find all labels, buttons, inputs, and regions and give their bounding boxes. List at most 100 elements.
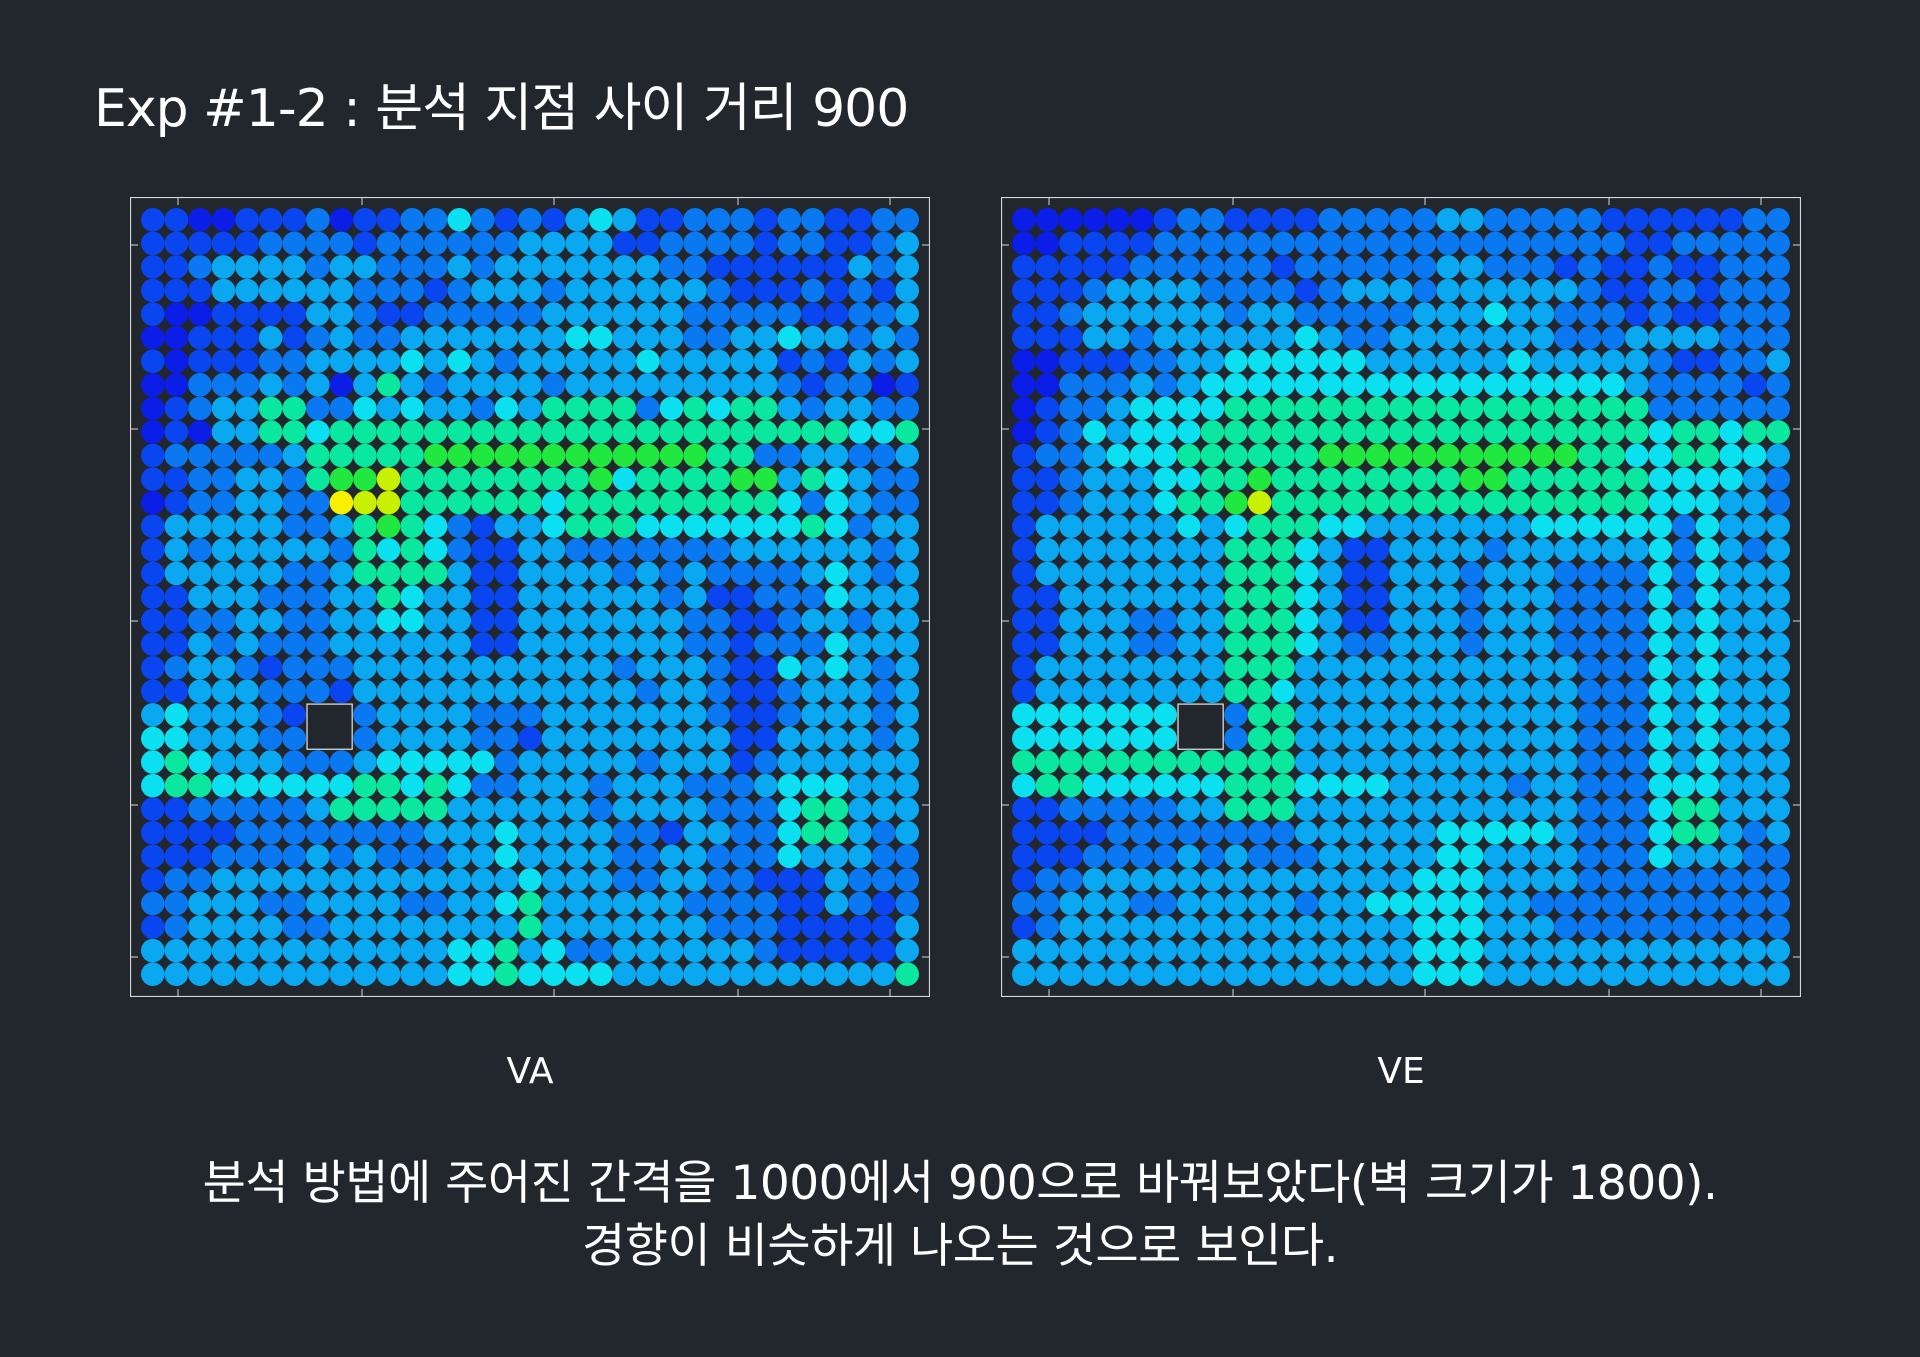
heatmap-point xyxy=(1483,538,1508,562)
heatmap-point xyxy=(376,538,401,562)
heatmap-point xyxy=(1012,750,1036,774)
heatmap-point xyxy=(1412,302,1437,326)
heatmap-point xyxy=(188,420,212,444)
heatmap-point xyxy=(1200,608,1225,633)
heatmap-point xyxy=(777,773,802,798)
heatmap-point xyxy=(1059,891,1083,916)
heatmap-point xyxy=(494,278,519,303)
heatmap-point xyxy=(518,255,542,279)
heatmap-point xyxy=(683,915,707,939)
heatmap-point xyxy=(1177,938,1201,963)
heatmap-point xyxy=(1200,797,1225,821)
heatmap-point xyxy=(423,302,448,326)
heatmap-point xyxy=(1153,396,1178,421)
heatmap-point xyxy=(659,278,684,303)
heatmap-point xyxy=(777,349,802,374)
heatmap-point xyxy=(1153,608,1178,633)
heatmap-point xyxy=(1601,231,1625,256)
heatmap-point xyxy=(164,373,189,397)
heatmap-point xyxy=(1530,844,1555,869)
heatmap-point xyxy=(471,938,495,963)
heatmap-point xyxy=(1012,396,1036,421)
heatmap-point xyxy=(1082,773,1107,798)
heatmap-point xyxy=(1459,490,1484,515)
heatmap-point xyxy=(353,608,377,633)
heatmap-point xyxy=(1153,703,1178,727)
heatmap-point xyxy=(282,278,307,303)
heatmap-point xyxy=(518,538,542,562)
heatmap-point xyxy=(541,396,566,421)
heatmap-point xyxy=(1271,443,1295,468)
heatmap-point xyxy=(1766,726,1790,751)
heatmap-point xyxy=(1742,915,1767,939)
heatmap-point xyxy=(1624,349,1649,374)
heatmap-point xyxy=(1624,797,1649,821)
heatmap-point xyxy=(1106,302,1130,326)
heatmap-point xyxy=(636,962,660,986)
heatmap-point xyxy=(1695,679,1720,704)
heatmap-point xyxy=(753,797,778,821)
heatmap-point xyxy=(1342,820,1366,845)
heatmap-point xyxy=(659,302,684,326)
heatmap-point xyxy=(541,844,566,869)
heatmap-point xyxy=(706,938,731,963)
heatmap-point xyxy=(471,538,495,562)
heatmap-point xyxy=(1082,514,1107,539)
heatmap-point xyxy=(1719,396,1743,421)
heatmap-point xyxy=(1059,868,1083,892)
heatmap-point xyxy=(636,679,660,704)
heatmap-point xyxy=(211,396,236,421)
heatmap-point xyxy=(1672,632,1696,656)
heatmap-point xyxy=(1577,467,1602,491)
heatmap-point xyxy=(188,490,212,515)
heatmap-point xyxy=(1224,938,1248,963)
heatmap-point xyxy=(1459,443,1484,468)
heatmap-point xyxy=(1695,632,1720,656)
heatmap-point xyxy=(447,490,472,515)
heatmap-point xyxy=(871,608,896,633)
heatmap-point xyxy=(1106,726,1130,751)
heatmap-point xyxy=(565,231,589,256)
heatmap-point xyxy=(494,349,519,374)
heatmap-point xyxy=(1365,915,1390,939)
heatmap-point xyxy=(730,278,754,303)
heatmap-point xyxy=(518,726,542,751)
heatmap-point xyxy=(1035,255,1060,279)
heatmap-point xyxy=(541,868,566,892)
heatmap-point xyxy=(1389,726,1413,751)
heatmap-point xyxy=(683,514,707,539)
heatmap-point xyxy=(1342,679,1366,704)
heatmap-point xyxy=(612,773,637,798)
heatmap-point xyxy=(1459,208,1484,232)
heatmap-point xyxy=(400,255,424,279)
heatmap-point xyxy=(824,773,849,798)
heatmap-point xyxy=(848,868,872,892)
heatmap-point xyxy=(258,655,283,680)
heatmap-point xyxy=(1601,373,1625,397)
heatmap-point xyxy=(1247,302,1272,326)
heatmap-point xyxy=(1624,820,1649,845)
heatmap-point xyxy=(1200,208,1225,232)
heatmap-point xyxy=(141,726,165,751)
heatmap-point xyxy=(659,443,684,468)
heatmap-point xyxy=(801,278,825,303)
heatmap-point xyxy=(1365,608,1390,633)
heatmap-point xyxy=(447,679,472,704)
heatmap-point xyxy=(211,844,236,869)
heatmap-point xyxy=(1530,396,1555,421)
heatmap-point xyxy=(588,302,613,326)
heatmap-point xyxy=(1318,561,1343,586)
heatmap-point xyxy=(1129,608,1154,633)
heatmap-point xyxy=(1129,797,1154,821)
heatmap-point xyxy=(1294,561,1319,586)
heatmap-point xyxy=(1153,278,1178,303)
heatmap-point xyxy=(1695,349,1720,374)
heatmap-point xyxy=(353,255,377,279)
heatmap-point xyxy=(1342,208,1366,232)
heatmap-point xyxy=(541,797,566,821)
heatmap-point xyxy=(1035,443,1060,468)
heatmap-point xyxy=(612,373,637,397)
heatmap-point xyxy=(188,514,212,539)
heatmap-point xyxy=(588,255,613,279)
heatmap-point xyxy=(1766,962,1790,986)
